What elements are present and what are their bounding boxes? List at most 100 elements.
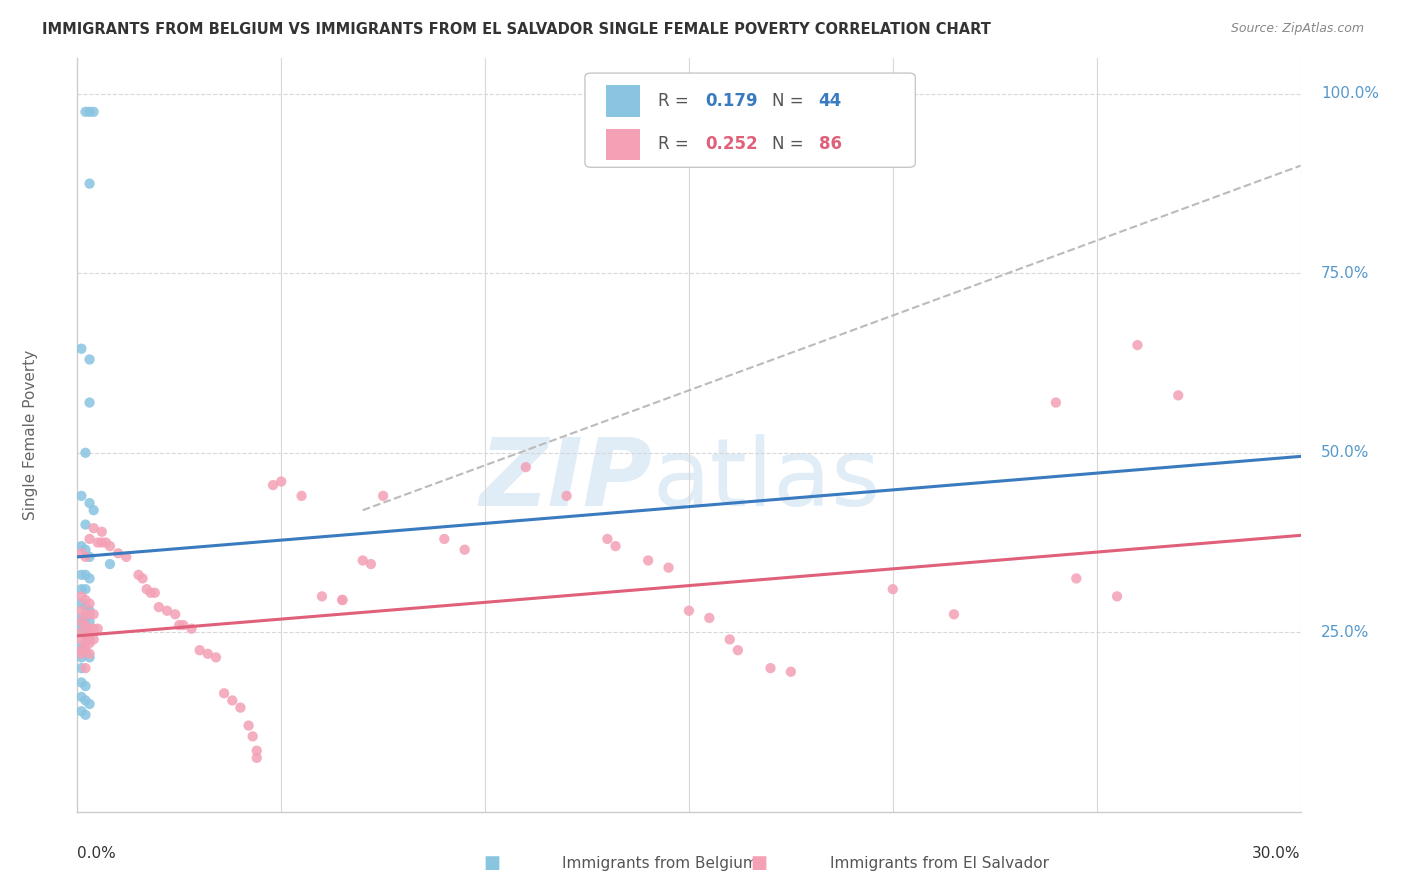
Point [79, 604, 101, 618]
Point [79, 177, 101, 191]
Text: 50.0%: 50.0% [1322, 445, 1369, 460]
Point [79, 629, 101, 643]
Point [70, 489, 93, 503]
Point [70, 597, 93, 611]
Point [515, 460, 537, 475]
Point [605, 539, 627, 553]
Point [1066, 571, 1088, 585]
Point [212, 686, 235, 700]
Point [332, 593, 354, 607]
Text: Immigrants from Belgium: Immigrants from Belgium [562, 856, 758, 871]
Point [70, 643, 93, 657]
Point [242, 730, 264, 744]
Point [75, 622, 97, 636]
Point [727, 643, 749, 657]
Point [83, 104, 105, 119]
Text: Immigrants from El Salvador: Immigrants from El Salvador [830, 856, 1049, 871]
Point [1107, 590, 1129, 604]
Text: R =: R = [658, 136, 695, 153]
Point [79, 352, 101, 367]
Point [246, 751, 269, 765]
Point [75, 629, 97, 643]
Point [115, 549, 138, 564]
Text: 30.0%: 30.0% [1253, 846, 1301, 861]
Point [75, 643, 97, 657]
Point [139, 586, 162, 600]
Point [555, 489, 578, 503]
Point [70, 625, 93, 640]
Text: 86: 86 [818, 136, 842, 153]
Text: Single Female Poverty: Single Female Poverty [24, 350, 38, 520]
Point [75, 582, 97, 597]
Point [882, 582, 904, 597]
Point [718, 632, 741, 647]
Point [70, 604, 93, 618]
Text: N =: N = [772, 136, 808, 153]
Point [98, 539, 121, 553]
Point [70, 632, 93, 647]
Point [87, 622, 110, 636]
Text: 0.252: 0.252 [704, 136, 758, 153]
Point [70, 567, 93, 582]
Point [75, 549, 97, 564]
Point [70, 650, 93, 665]
Text: 75.0%: 75.0% [1322, 266, 1369, 281]
Text: R =: R = [658, 92, 695, 110]
Point [246, 744, 269, 758]
Point [70, 661, 93, 675]
Point [107, 546, 129, 560]
Point [79, 571, 101, 585]
Point [79, 650, 101, 665]
Point [70, 640, 93, 654]
Point [658, 560, 681, 574]
Point [70, 546, 93, 560]
Point [79, 532, 101, 546]
Point [165, 607, 187, 622]
FancyBboxPatch shape [606, 128, 640, 161]
Point [75, 618, 97, 632]
Text: 0.0%: 0.0% [77, 846, 117, 861]
Point [205, 650, 228, 665]
Point [172, 618, 194, 632]
FancyBboxPatch shape [585, 73, 915, 168]
Point [90, 535, 112, 549]
Text: 100.0%: 100.0% [1322, 87, 1379, 102]
Point [70, 615, 93, 629]
Point [371, 489, 394, 503]
Point [79, 622, 101, 636]
Point [238, 718, 260, 732]
Point [290, 489, 312, 503]
Point [75, 611, 97, 625]
Point [221, 693, 243, 707]
Point [135, 582, 157, 597]
Point [70, 618, 93, 632]
Point [180, 622, 202, 636]
Point [699, 611, 721, 625]
Point [70, 675, 93, 690]
Point [1045, 395, 1067, 409]
Text: 25.0%: 25.0% [1322, 624, 1369, 640]
Point [83, 521, 105, 535]
Point [75, 600, 97, 615]
Point [75, 679, 97, 693]
Point [75, 542, 97, 557]
Point [94, 535, 117, 549]
Point [79, 496, 101, 510]
Point [1167, 388, 1189, 402]
Point [75, 607, 97, 622]
Point [188, 643, 211, 657]
Point [360, 557, 382, 571]
Point [75, 693, 97, 707]
Point [156, 604, 179, 618]
Point [75, 643, 97, 657]
Point [75, 517, 97, 532]
Point [83, 607, 105, 622]
Point [79, 632, 101, 647]
Point [75, 446, 97, 460]
Point [79, 636, 101, 650]
Point [131, 571, 153, 585]
Point [148, 600, 170, 615]
Point [311, 590, 333, 604]
Point [169, 618, 191, 632]
Point [678, 604, 700, 618]
